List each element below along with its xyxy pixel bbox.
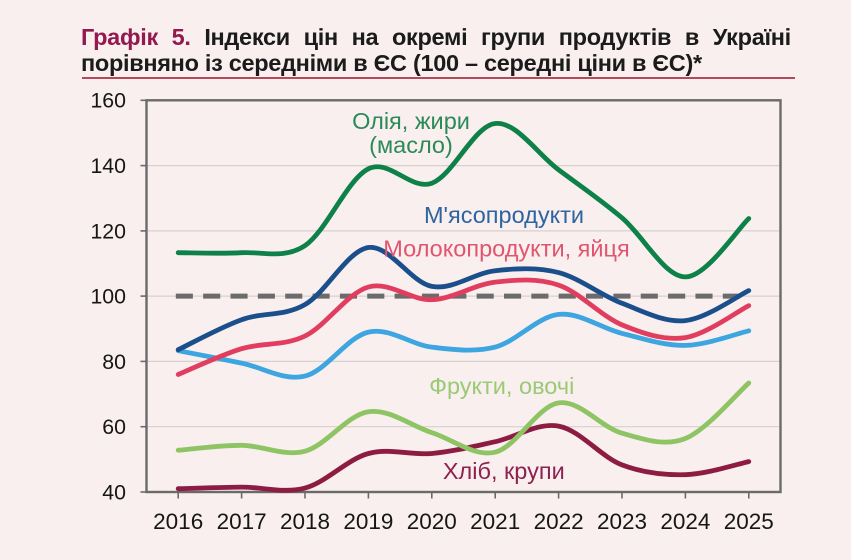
svg-text:120: 120 bbox=[90, 219, 126, 243]
svg-text:60: 60 bbox=[102, 415, 126, 439]
svg-text:160: 160 bbox=[90, 89, 126, 113]
svg-text:М'ясопродукти: М'ясопродукти bbox=[424, 202, 584, 228]
svg-text:2018: 2018 bbox=[280, 509, 330, 534]
svg-text:140: 140 bbox=[90, 154, 126, 178]
svg-text:2024: 2024 bbox=[660, 509, 710, 534]
svg-text:Хліб, крупи: Хліб, крупи bbox=[443, 458, 565, 484]
svg-text:2020: 2020 bbox=[407, 509, 457, 534]
svg-text:(масло): (масло) bbox=[369, 132, 453, 158]
svg-text:2021: 2021 bbox=[470, 509, 520, 534]
svg-text:Молокопродукти, яйця: Молокопродукти, яйця bbox=[383, 236, 629, 262]
svg-text:2016: 2016 bbox=[153, 509, 203, 534]
svg-text:Фрукти, овочі: Фрукти, овочі bbox=[429, 373, 574, 399]
svg-text:2025: 2025 bbox=[724, 509, 774, 534]
svg-text:40: 40 bbox=[102, 480, 126, 504]
svg-text:2023: 2023 bbox=[597, 509, 647, 534]
svg-text:80: 80 bbox=[102, 350, 126, 374]
svg-text:2022: 2022 bbox=[534, 509, 584, 534]
svg-text:2019: 2019 bbox=[343, 509, 393, 534]
svg-text:100: 100 bbox=[90, 285, 126, 309]
svg-text:Олія, жири: Олія, жири bbox=[352, 108, 470, 134]
svg-text:2017: 2017 bbox=[217, 509, 267, 534]
